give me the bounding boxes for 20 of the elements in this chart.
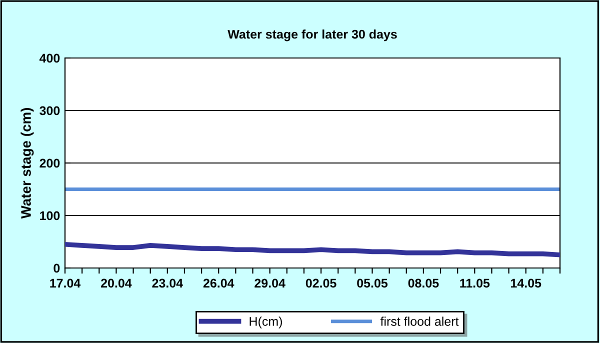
y-tick-label: 200 — [40, 158, 60, 168]
chart-title: Water stage for later 30 days — [228, 29, 397, 42]
y-tick-label: 300 — [40, 106, 60, 116]
x-tick-label: 20.04 — [101, 278, 132, 288]
x-tick-label: 08.05 — [408, 278, 439, 288]
x-tick-label: 05.05 — [357, 278, 388, 288]
legend-label: H(cm) — [250, 316, 282, 328]
x-tick-label: 26.04 — [203, 278, 234, 288]
x-tick-label: 11.05 — [460, 278, 490, 288]
y-axis-title: Water stage (cm) — [20, 108, 34, 219]
y-tick-label: 0 — [54, 264, 60, 273]
line-series — [65, 242, 560, 258]
x-tick-label: 14.05 — [511, 278, 542, 288]
legend-label: first flood alert — [380, 316, 459, 326]
x-tick-label: 29.04 — [254, 278, 286, 288]
y-tick-label: 400 — [39, 54, 60, 63]
x-tick-label: 17.04 — [50, 278, 81, 288]
x-tick-label: 02.05 — [306, 278, 336, 288]
x-tick-label: 23.04 — [152, 278, 183, 288]
y-tick-label: 100 — [40, 211, 60, 220]
